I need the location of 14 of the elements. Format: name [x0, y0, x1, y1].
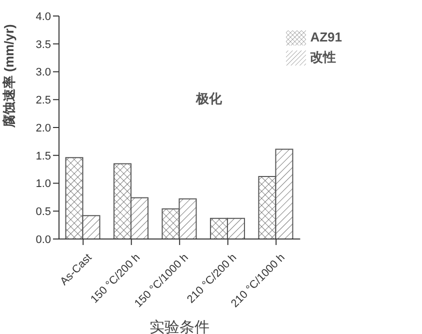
y-tick-label: 2.0	[36, 122, 51, 134]
y-tick-label: 4.0	[36, 10, 51, 23]
y-tick-label: 2.5	[36, 94, 51, 107]
y-tick-label: 1.0	[36, 178, 51, 190]
x-axis-title: 实验条件	[150, 318, 210, 334]
y-axis-title: 腐蚀速率 (mm/yr)	[2, 24, 17, 128]
annotation: 极化	[196, 90, 222, 108]
y-tick-label: 3.0	[36, 66, 51, 79]
y-tick-label: 0.5	[36, 206, 51, 218]
y-tick-label: 3.5	[36, 38, 51, 51]
y-tick-label: 1.5	[36, 150, 51, 162]
y-tick-label: 0.0	[36, 234, 51, 246]
legend-label: AZ91	[310, 29, 342, 44]
legend-label: 改性	[310, 49, 336, 64]
